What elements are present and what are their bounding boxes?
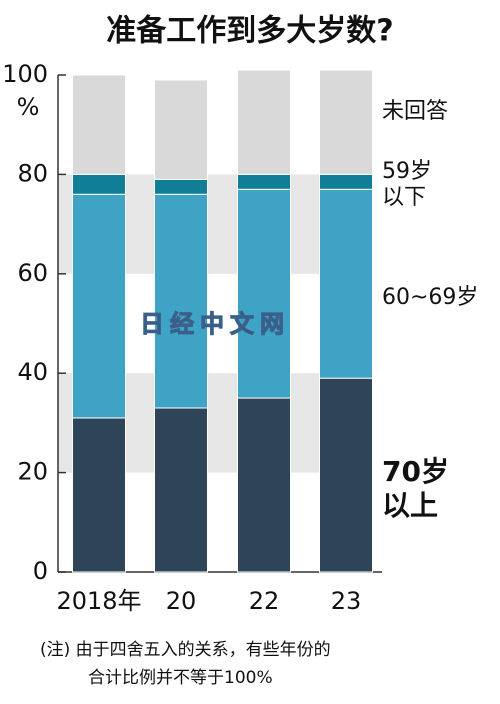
bar-segment xyxy=(237,69,291,175)
legend-label: 70岁以上 xyxy=(382,455,449,522)
y-tick-label: 80 xyxy=(17,159,48,187)
y-tick-label: 60 xyxy=(17,259,48,287)
bar-segment xyxy=(154,79,208,180)
bar-segment xyxy=(154,407,208,573)
bar-segment xyxy=(72,173,126,195)
bar-segment xyxy=(319,69,373,175)
bar-segment xyxy=(72,74,126,175)
bar-segment xyxy=(237,397,291,573)
y-unit: % xyxy=(17,93,40,121)
x-tick-label: 22 xyxy=(249,587,280,615)
watermark: 日经中文网 xyxy=(140,310,290,338)
legend-label: 未回答 xyxy=(382,99,448,124)
bar-segment xyxy=(72,193,126,419)
bar-segment xyxy=(319,188,373,379)
bar-segment xyxy=(319,377,373,573)
y-tick-label: 100 xyxy=(2,60,48,88)
bar-segment xyxy=(154,193,208,409)
bar-segment xyxy=(237,188,291,399)
legend-label: 59岁以下 xyxy=(382,159,432,210)
chart-title: 准备工作到多大岁数? xyxy=(106,14,393,49)
bar-segment xyxy=(237,173,291,190)
x-tick-label: 20 xyxy=(166,587,197,615)
bar-segment xyxy=(72,417,126,573)
legend-label: 60~69岁 xyxy=(382,285,478,310)
y-tick-label: 40 xyxy=(17,358,48,386)
x-tick-label: 2018年 xyxy=(56,587,141,615)
note: 合计比例并不等于100% xyxy=(88,668,273,688)
note: (注) 由于四舍五入的关系，有些年份的 xyxy=(40,640,331,660)
y-tick-label: 0 xyxy=(33,557,48,585)
bar-segment xyxy=(319,173,373,190)
y-tick-label: 20 xyxy=(17,458,48,486)
bar-segment xyxy=(154,178,208,195)
x-tick-label: 23 xyxy=(331,587,362,615)
